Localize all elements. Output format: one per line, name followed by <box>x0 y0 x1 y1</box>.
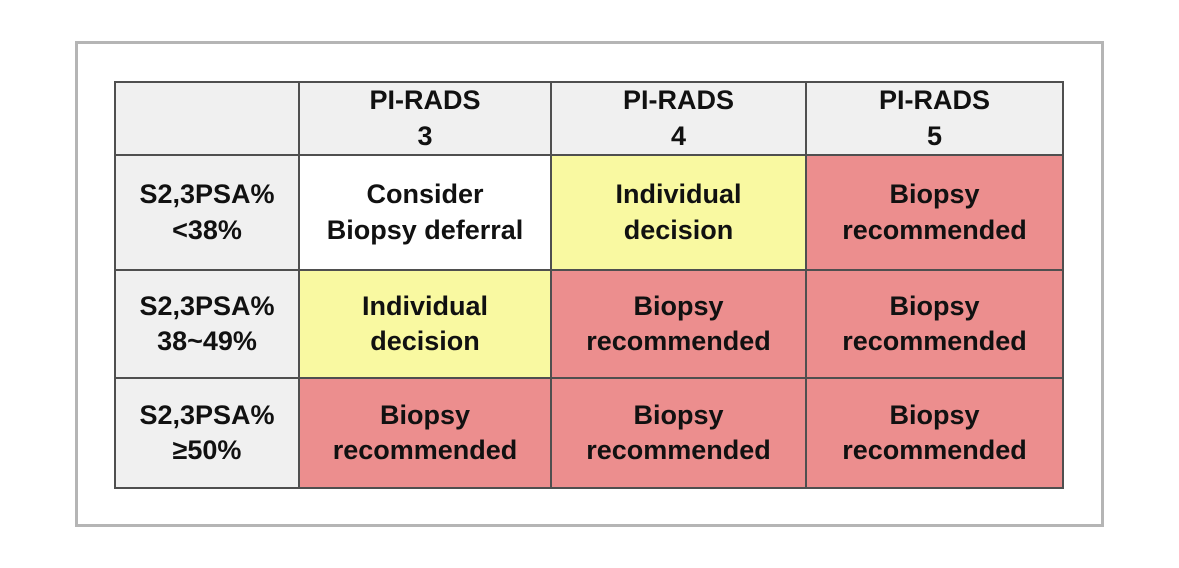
cell-psa-50-plus-pirads-3: Biopsy recommended <box>298 377 552 490</box>
table-row-psa-below-38: S2,3PSA% <38% Consider Biopsy deferral I… <box>114 154 1064 272</box>
column-header-pirads-5: PI-RADS 5 <box>805 80 1064 157</box>
cell-psa-below-38-pirads-4: Individual decision <box>550 154 807 272</box>
cell-psa-below-38-pirads-5: Biopsy recommended <box>805 154 1064 272</box>
cell-psa-50-plus-pirads-4: Biopsy recommended <box>550 377 807 490</box>
table-row-psa-50-plus: S2,3PSA% ≥50% Biopsy recommended Biopsy … <box>114 377 1064 490</box>
table-row-psa-38-49: S2,3PSA% 38~49% Individual decision Biop… <box>114 269 1064 380</box>
row-label-psa-50-plus: S2,3PSA% ≥50% <box>114 377 300 490</box>
cell-psa-50-plus-pirads-5: Biopsy recommended <box>805 377 1064 490</box>
row-label-psa-below-38: S2,3PSA% <38% <box>114 154 300 272</box>
cell-psa-38-49-pirads-4: Biopsy recommended <box>550 269 807 380</box>
row-label-psa-38-49: S2,3PSA% 38~49% <box>114 269 300 380</box>
cell-psa-below-38-pirads-3: Consider Biopsy deferral <box>298 154 552 272</box>
corner-cell <box>114 80 300 157</box>
column-header-pirads-4: PI-RADS 4 <box>550 80 807 157</box>
cell-psa-38-49-pirads-3: Individual decision <box>298 269 552 380</box>
pirads-psa-decision-table: PI-RADS 3 PI-RADS 4 PI-RADS 5 S2,3PSA% <… <box>114 80 1064 490</box>
cell-psa-38-49-pirads-5: Biopsy recommended <box>805 269 1064 380</box>
column-header-pirads-3: PI-RADS 3 <box>298 80 552 157</box>
figure-frame: PI-RADS 3 PI-RADS 4 PI-RADS 5 S2,3PSA% <… <box>75 41 1104 527</box>
header-row: PI-RADS 3 PI-RADS 4 PI-RADS 5 <box>114 80 1064 157</box>
